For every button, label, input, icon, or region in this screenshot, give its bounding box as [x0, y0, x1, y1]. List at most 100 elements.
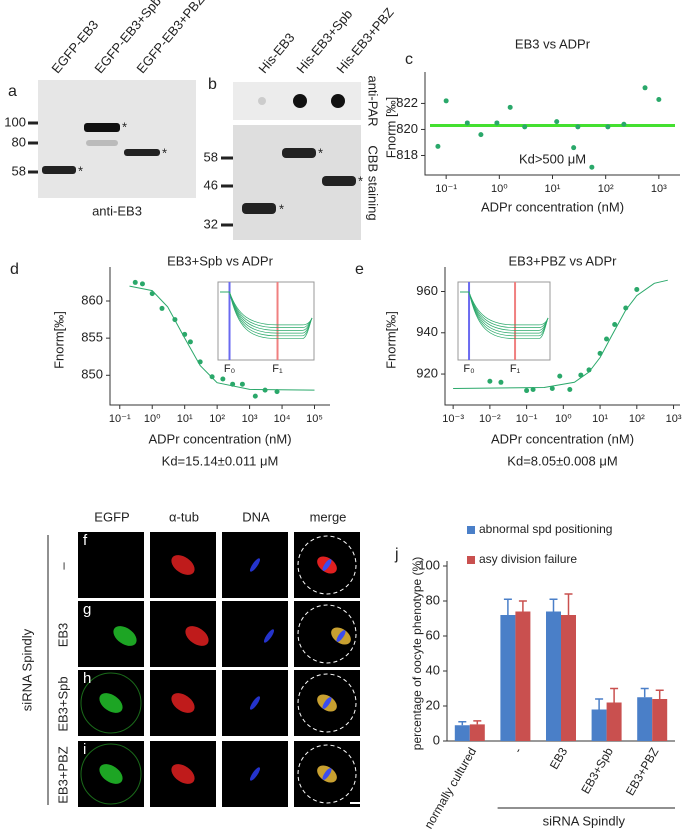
y-tick-label: 818: [396, 147, 418, 162]
legend-label: abnormal spd positioning: [479, 522, 612, 536]
spindle: [171, 764, 195, 784]
y-tick-label: 860: [81, 292, 103, 307]
point: [230, 381, 236, 387]
point: [634, 286, 640, 292]
point: [605, 124, 611, 130]
point: [578, 372, 584, 378]
cortex: [80, 743, 142, 805]
blot-label: anti-PAR: [366, 75, 381, 126]
point: [575, 124, 581, 130]
y-axis-label: Fnorm[‰]: [383, 311, 398, 369]
y-tick-label: 100: [418, 557, 440, 572]
error-bar: [473, 720, 482, 725]
x-tick-label: 10¹: [545, 183, 561, 195]
error-bar: [458, 721, 467, 726]
point: [172, 317, 178, 323]
axes: [424, 72, 680, 176]
axes: [444, 267, 680, 406]
micrograph: [222, 601, 288, 667]
band: [124, 149, 160, 156]
inset-trace: [460, 291, 549, 339]
y-tick-label: 855: [81, 330, 103, 345]
y-tick-label: 60: [426, 627, 440, 642]
column-header: α-tub: [169, 509, 199, 524]
x-tick-label: 10⁻²: [479, 413, 501, 425]
point: [557, 373, 563, 379]
x-tick-label: EB3+PBZ: [623, 745, 662, 798]
band-mark: *: [279, 201, 284, 216]
row-label: EB3: [55, 623, 70, 648]
spindle: [171, 555, 195, 575]
inset-label: F₁: [510, 363, 521, 375]
bar: [637, 697, 653, 741]
bar: [515, 611, 531, 741]
marker-label: 46: [204, 177, 218, 192]
error-bar: [503, 598, 512, 615]
marker-label: 58: [204, 149, 218, 164]
point: [498, 379, 504, 385]
y-tick-label: 20: [426, 697, 440, 712]
point: [571, 145, 577, 151]
spindle: [249, 767, 261, 781]
point: [589, 164, 595, 170]
x-tick-label: 10⁴: [274, 413, 291, 425]
point: [159, 305, 165, 311]
x-tick-label: 10⁻¹: [516, 413, 538, 425]
bar: [546, 611, 561, 741]
fit-curve: [453, 279, 668, 389]
panel-letter: g: [83, 601, 91, 618]
point: [132, 279, 138, 285]
row-label: EB3+Spb: [55, 676, 70, 731]
dot: [258, 97, 266, 105]
panel-letter: a: [8, 83, 17, 100]
x-tick-label: normally cultured: [421, 745, 479, 831]
point: [554, 119, 560, 125]
chromosomes: [322, 697, 332, 709]
column-header: EGFP: [94, 509, 129, 524]
x-tick-label: 10⁻¹: [109, 413, 131, 425]
spindle: [249, 558, 261, 572]
x-tick-label: 10¹: [177, 413, 193, 425]
x-tick-label: 10²: [629, 413, 645, 425]
point: [139, 281, 145, 287]
marker-label: 58: [12, 163, 26, 178]
x-tick-label: 10⁵: [306, 413, 323, 425]
group-label: siRNA Spindly: [543, 813, 626, 828]
legend-swatch: [467, 556, 475, 564]
blot-label: CBB staining: [366, 145, 381, 220]
bar: [469, 724, 485, 741]
y-tick-label: 850: [81, 367, 103, 382]
y-axis-label: Fnorm[‰]: [51, 311, 66, 369]
point: [604, 336, 610, 342]
x-tick-label: 10³: [242, 413, 258, 425]
bar: [454, 725, 470, 741]
inset: [217, 281, 315, 361]
panel-letter: e: [355, 261, 364, 278]
fit-curve: [129, 285, 315, 391]
bar: [500, 615, 516, 741]
band: [42, 166, 76, 174]
annotation: Kd>500 μM: [519, 151, 586, 166]
axes: [109, 267, 330, 406]
marker-label: 80: [12, 134, 26, 149]
error-bar: [655, 689, 664, 699]
point: [209, 374, 215, 380]
panel-letter: j: [394, 546, 399, 563]
point: [549, 385, 555, 391]
band-mark: *: [318, 145, 323, 160]
x-tick-label: 10³: [651, 183, 667, 195]
oocyte-outline: [297, 673, 357, 733]
point: [478, 132, 484, 138]
row-label: –: [55, 562, 70, 570]
y-tick-label: 0: [433, 732, 440, 747]
chart-title: EB3+PBZ vs ADPr: [508, 253, 617, 268]
point: [197, 359, 203, 365]
dot: [331, 94, 345, 108]
oocyte-outline: [297, 604, 357, 664]
chromosomes: [322, 559, 332, 571]
inset-trace: [460, 291, 549, 326]
point: [220, 376, 226, 382]
spindle: [99, 693, 123, 713]
panel-letter: c: [405, 51, 413, 68]
x-tick-label: -: [511, 745, 525, 755]
